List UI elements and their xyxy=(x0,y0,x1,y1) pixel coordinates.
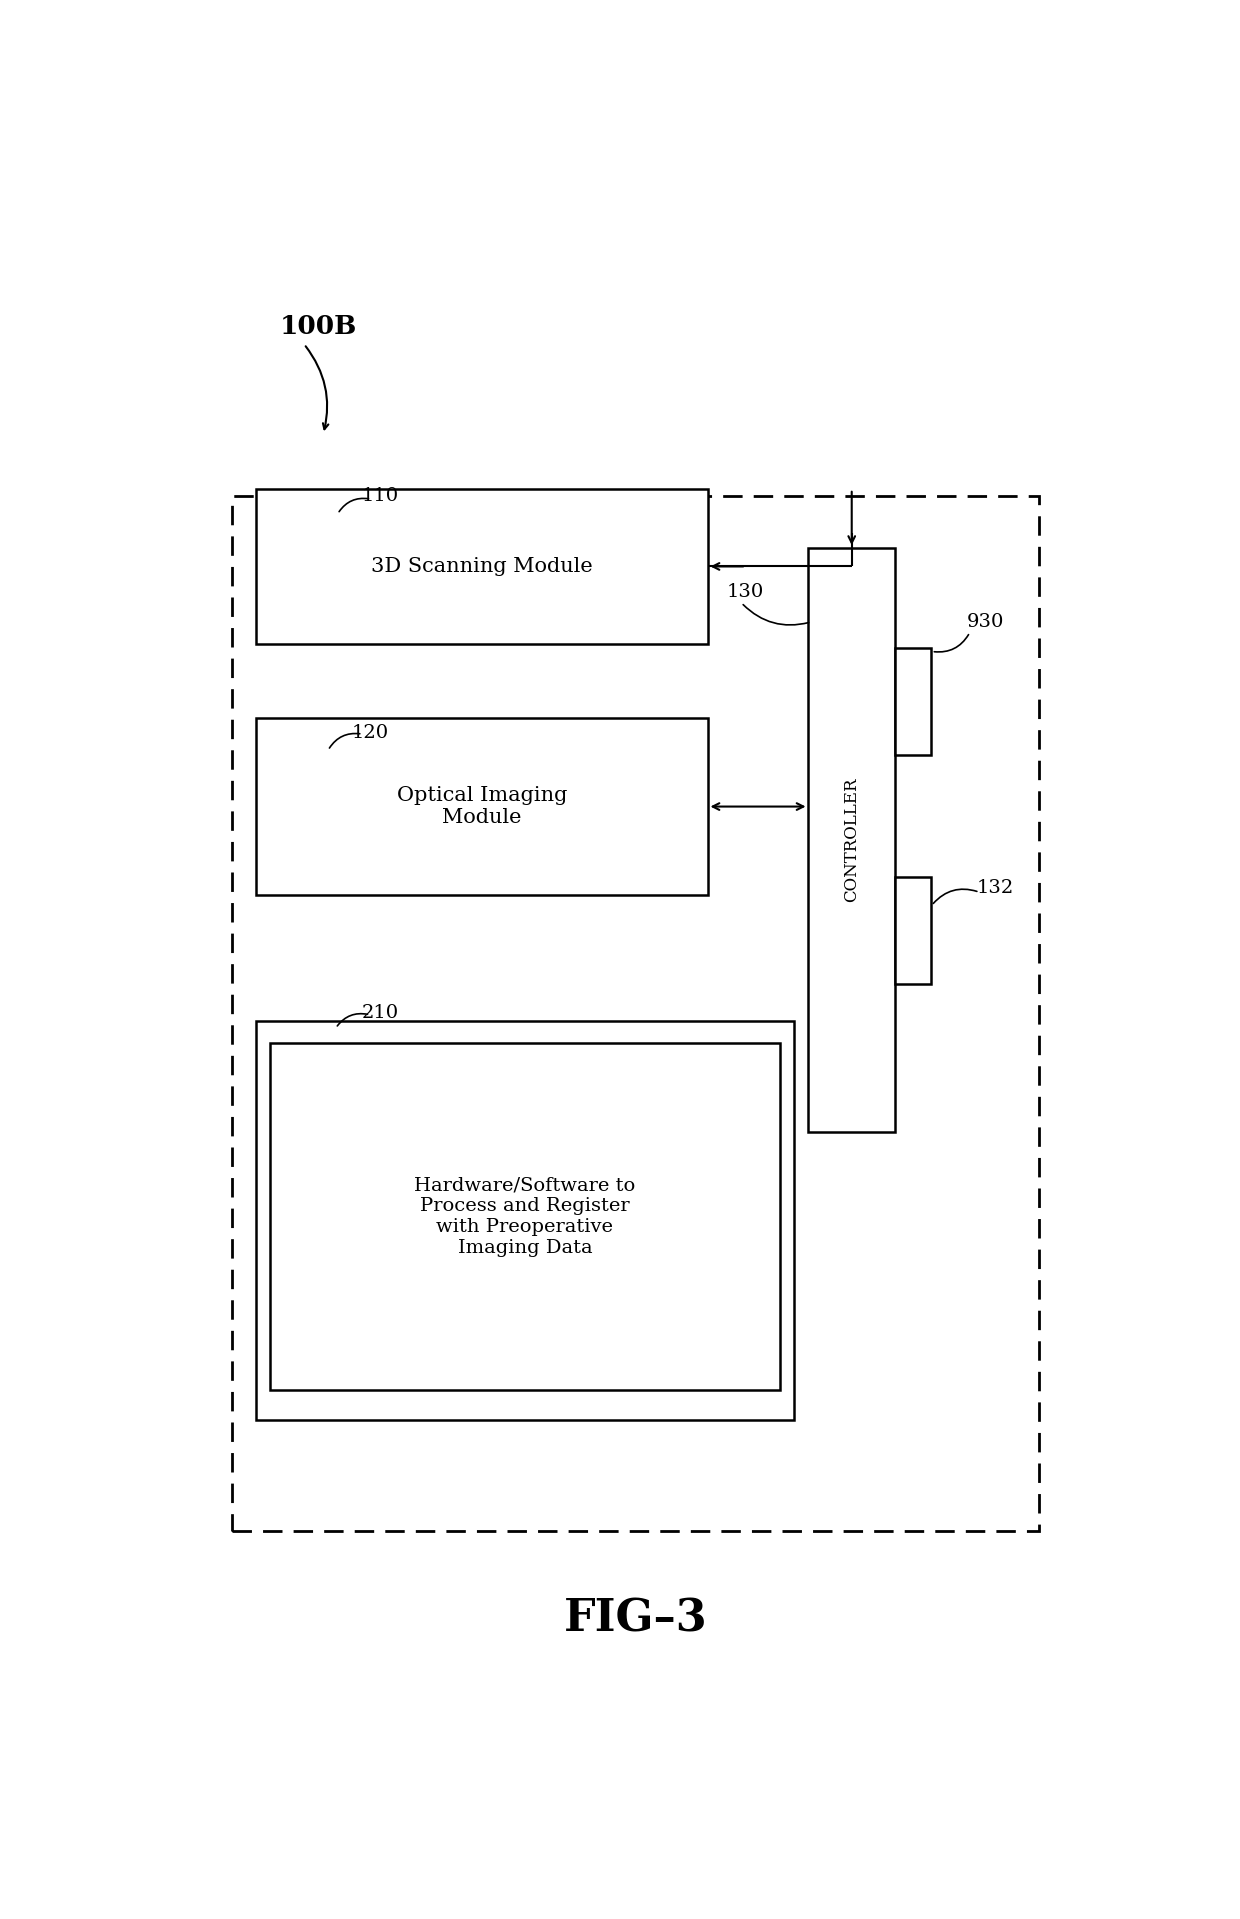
Text: CONTROLLER: CONTROLLER xyxy=(843,777,861,902)
Bar xyxy=(808,549,895,1132)
Text: 210: 210 xyxy=(362,1004,399,1023)
Bar xyxy=(255,718,708,894)
Text: Optical Imaging
Module: Optical Imaging Module xyxy=(397,787,567,827)
Text: 132: 132 xyxy=(977,879,1014,896)
Text: 3D Scanning Module: 3D Scanning Module xyxy=(371,557,593,576)
Text: 130: 130 xyxy=(727,583,764,601)
Bar xyxy=(270,1044,780,1389)
Bar xyxy=(255,489,708,645)
Bar xyxy=(895,877,931,984)
Text: 120: 120 xyxy=(352,723,389,741)
Bar xyxy=(232,497,1039,1531)
Text: FIG–3: FIG–3 xyxy=(564,1599,707,1641)
Text: 100B: 100B xyxy=(280,315,357,340)
Text: 110: 110 xyxy=(362,487,399,505)
Bar xyxy=(255,1021,794,1420)
Text: 930: 930 xyxy=(967,612,1004,631)
Bar xyxy=(895,649,931,754)
Text: Hardware/Software to
Process and Register
with Preoperative
Imaging Data: Hardware/Software to Process and Registe… xyxy=(414,1176,636,1257)
